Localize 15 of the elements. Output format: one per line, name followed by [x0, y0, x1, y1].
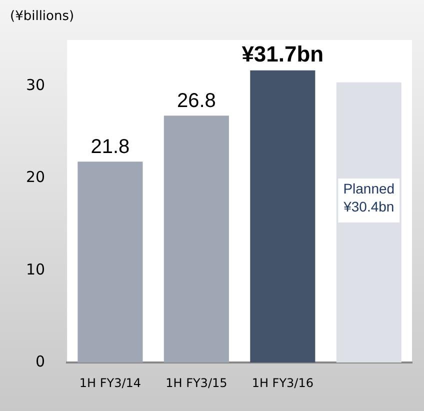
- y-tick-label: 0: [36, 352, 46, 370]
- data-label: Planned ¥30.4bn: [342, 180, 395, 214]
- bar: [164, 116, 229, 363]
- x-tick-label: 1H FY3/15: [166, 376, 228, 390]
- x-tick-label: 1H FY3/16: [252, 376, 314, 390]
- y-tick-label: 10: [26, 260, 46, 278]
- data-label: ¥31.7bn: [242, 41, 324, 66]
- bar: [250, 70, 316, 363]
- data-label: 21.8: [90, 136, 130, 158]
- data-label: 26.8: [176, 90, 216, 112]
- y-tick-label: 20: [26, 168, 46, 186]
- y-axis-title: (¥billions): [10, 8, 74, 24]
- x-tick-label: 1H FY3/14: [79, 376, 142, 390]
- y-tick-label: 30: [26, 76, 46, 94]
- bar: [78, 162, 143, 363]
